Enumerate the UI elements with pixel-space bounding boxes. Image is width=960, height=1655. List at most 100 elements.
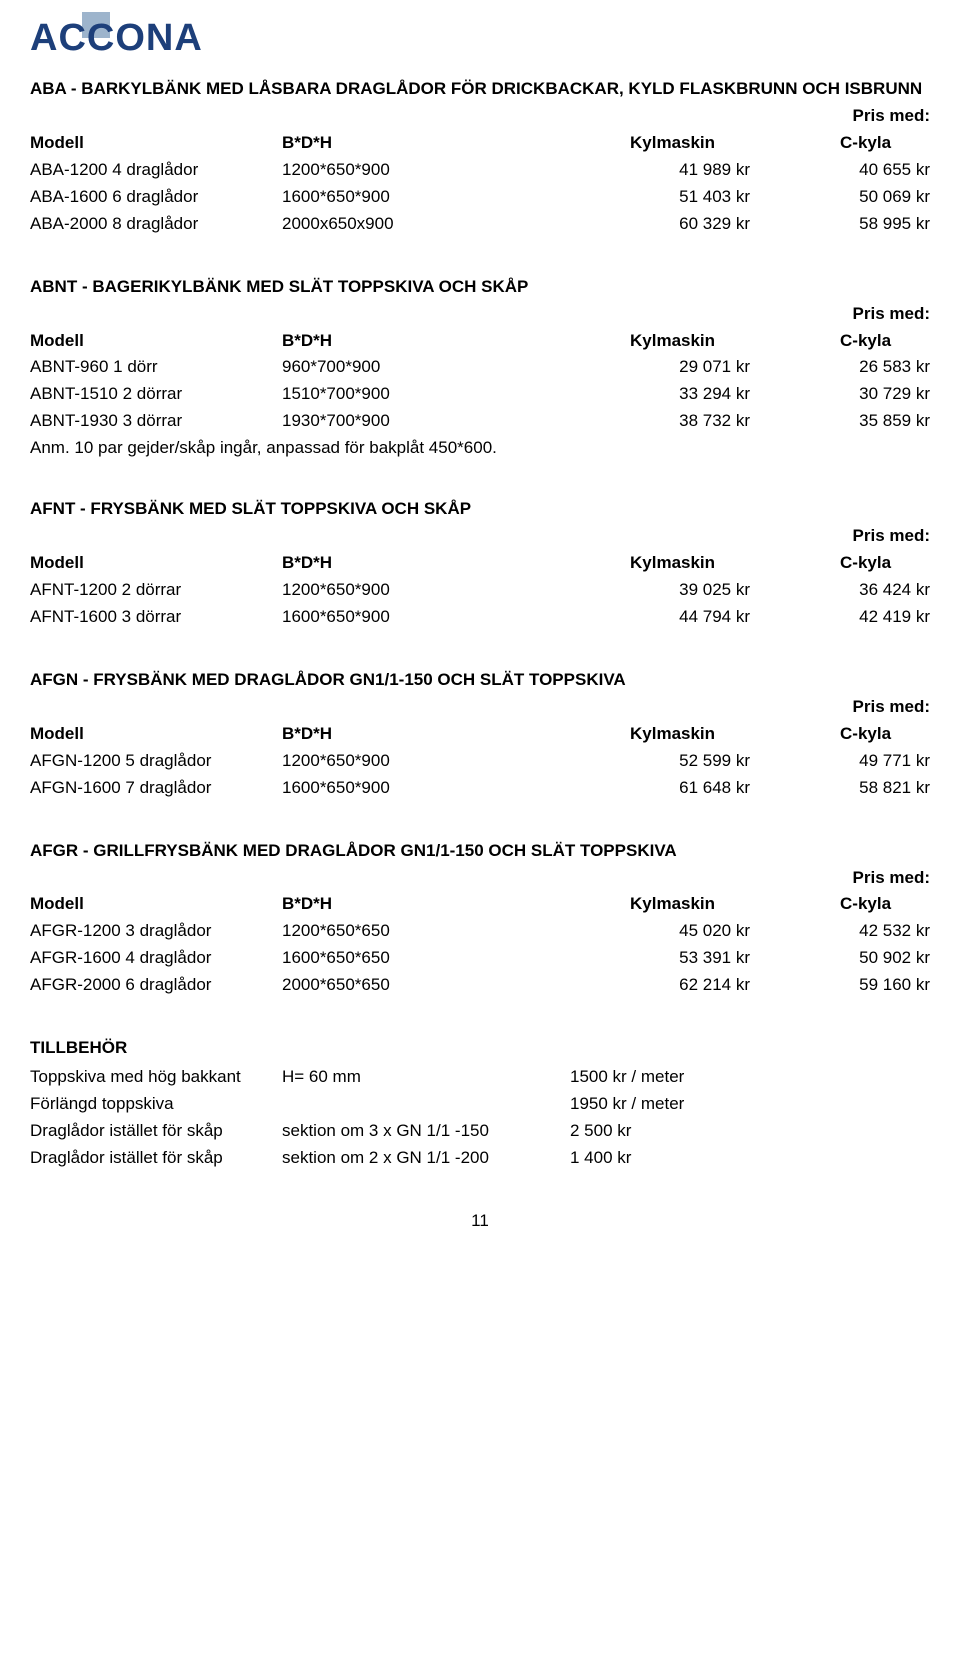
table-cell: 1600*650*900 — [282, 604, 570, 631]
table-cell: Draglådor istället för skåp — [30, 1145, 282, 1172]
price-label: Pris med: — [30, 303, 930, 326]
table-cell: AFGR-1600 4 draglådor — [30, 945, 282, 972]
price-label: Pris med: — [30, 867, 930, 890]
table-cell: 26 583 kr — [750, 354, 930, 381]
product-section: ABNT - BAGERIKYLBÄNK MED SLÄT TOPPSKIVA … — [30, 276, 930, 461]
product-table: ModellB*D*HKylmaskinC-kylaABNT-960 1 dör… — [30, 328, 930, 436]
table-cell: 2000*650*650 — [282, 972, 570, 999]
table-cell: 35 859 kr — [750, 408, 930, 435]
table-cell: ABNT-960 1 dörr — [30, 354, 282, 381]
table-cell: 1600*650*900 — [282, 184, 570, 211]
table-row: ABA-2000 8 draglådor2000x650x90060 329 k… — [30, 211, 930, 238]
table-cell: 33 294 kr — [570, 381, 750, 408]
column-header: Modell — [30, 130, 282, 157]
price-label: Pris med: — [30, 696, 930, 719]
product-section: AFGN - FRYSBÄNK MED DRAGLÅDOR GN1/1-150 … — [30, 669, 930, 802]
section-title: ABA - BARKYLBÄNK MED LÅSBARA DRAGLÅDOR F… — [30, 78, 930, 101]
table-cell: AFGR-2000 6 draglådor — [30, 972, 282, 999]
table-cell: 36 424 kr — [750, 577, 930, 604]
column-header: C-kyla — [750, 328, 930, 355]
product-section: AFNT - FRYSBÄNK MED SLÄT TOPPSKIVA OCH S… — [30, 498, 930, 631]
column-header: B*D*H — [282, 328, 570, 355]
table-cell — [282, 1091, 570, 1118]
table-cell: 1930*700*900 — [282, 408, 570, 435]
table-row: Toppskiva med hög bakkantH= 60 mm1500 kr… — [30, 1064, 930, 1091]
table-cell: 1200*650*900 — [282, 577, 570, 604]
product-table: ModellB*D*HKylmaskinC-kylaAFGN-1200 5 dr… — [30, 721, 930, 802]
table-cell: 50 902 kr — [750, 945, 930, 972]
table-cell: 42 419 kr — [750, 604, 930, 631]
table-cell: AFGN-1200 5 draglådor — [30, 748, 282, 775]
table-cell: 51 403 kr — [570, 184, 750, 211]
table-row: AFGR-1600 4 draglådor1600*650*65053 391 … — [30, 945, 930, 972]
tillbehor-title: TILLBEHÖR — [30, 1037, 930, 1060]
column-header: B*D*H — [282, 550, 570, 577]
table-cell: 38 732 kr — [570, 408, 750, 435]
column-header: Modell — [30, 550, 282, 577]
table-cell: 1 400 kr — [570, 1145, 930, 1172]
section-note: Anm. 10 par gejder/skåp ingår, anpassad … — [30, 437, 930, 460]
table-cell: 59 160 kr — [750, 972, 930, 999]
table-cell: ABNT-1930 3 dörrar — [30, 408, 282, 435]
table-cell: 1600*650*900 — [282, 775, 570, 802]
table-cell: 41 989 kr — [570, 157, 750, 184]
tillbehor-section: TILLBEHÖR Toppskiva med hög bakkantH= 60… — [30, 1037, 930, 1172]
table-row: ABA-1200 4 draglådor1200*650*90041 989 k… — [30, 157, 930, 184]
page-number: 11 — [30, 1210, 930, 1233]
table-row: Draglådor istället för skåpsektion om 2 … — [30, 1145, 930, 1172]
column-header: B*D*H — [282, 721, 570, 748]
table-cell: ABA-1200 4 draglådor — [30, 157, 282, 184]
table-cell: Draglådor istället för skåp — [30, 1118, 282, 1145]
table-row: AFNT-1600 3 dörrar1600*650*90044 794 kr4… — [30, 604, 930, 631]
section-title: ABNT - BAGERIKYLBÄNK MED SLÄT TOPPSKIVA … — [30, 276, 930, 299]
product-table: ModellB*D*HKylmaskinC-kylaAFNT-1200 2 dö… — [30, 550, 930, 631]
price-label: Pris med: — [30, 105, 930, 128]
table-cell: 1510*700*900 — [282, 381, 570, 408]
table-cell: 50 069 kr — [750, 184, 930, 211]
table-cell: AFGN-1600 7 draglådor — [30, 775, 282, 802]
table-row: AFGR-1200 3 draglådor1200*650*65045 020 … — [30, 918, 930, 945]
column-header: Kylmaskin — [570, 721, 750, 748]
table-cell: 62 214 kr — [570, 972, 750, 999]
table-cell: 1200*650*650 — [282, 918, 570, 945]
table-cell: 2000x650x900 — [282, 211, 570, 238]
table-cell: ABA-2000 8 draglådor — [30, 211, 282, 238]
table-cell: 58 821 kr — [750, 775, 930, 802]
table-cell: AFNT-1600 3 dörrar — [30, 604, 282, 631]
column-header: B*D*H — [282, 130, 570, 157]
table-cell: 53 391 kr — [570, 945, 750, 972]
table-cell: 42 532 kr — [750, 918, 930, 945]
table-cell: 45 020 kr — [570, 918, 750, 945]
tillbehor-table: Toppskiva med hög bakkantH= 60 mm1500 kr… — [30, 1064, 930, 1172]
table-row: ABA-1600 6 draglådor1600*650*90051 403 k… — [30, 184, 930, 211]
table-cell: 1950 kr / meter — [570, 1091, 930, 1118]
column-header: B*D*H — [282, 891, 570, 918]
table-cell: 1600*650*650 — [282, 945, 570, 972]
table-cell: sektion om 3 x GN 1/1 -150 — [282, 1118, 570, 1145]
column-header: C-kyla — [750, 550, 930, 577]
product-section: ABA - BARKYLBÄNK MED LÅSBARA DRAGLÅDOR F… — [30, 78, 930, 238]
table-cell: 960*700*900 — [282, 354, 570, 381]
product-section: AFGR - GRILLFRYSBÄNK MED DRAGLÅDOR GN1/1… — [30, 840, 930, 1000]
table-cell: 49 771 kr — [750, 748, 930, 775]
column-header: Modell — [30, 721, 282, 748]
table-cell: ABA-1600 6 draglådor — [30, 184, 282, 211]
table-cell: 52 599 kr — [570, 748, 750, 775]
table-row: Förlängd toppskiva1950 kr / meter — [30, 1091, 930, 1118]
table-cell: 30 729 kr — [750, 381, 930, 408]
table-cell: 61 648 kr — [570, 775, 750, 802]
section-title: AFGR - GRILLFRYSBÄNK MED DRAGLÅDOR GN1/1… — [30, 840, 930, 863]
table-cell: ABNT-1510 2 dörrar — [30, 381, 282, 408]
table-cell: 1200*650*900 — [282, 748, 570, 775]
table-cell: H= 60 mm — [282, 1064, 570, 1091]
table-cell: 58 995 kr — [750, 211, 930, 238]
table-row: ABNT-1510 2 dörrar1510*700*90033 294 kr3… — [30, 381, 930, 408]
section-title: AFNT - FRYSBÄNK MED SLÄT TOPPSKIVA OCH S… — [30, 498, 930, 521]
table-cell: 39 025 kr — [570, 577, 750, 604]
column-header: Kylmaskin — [570, 328, 750, 355]
table-row: AFNT-1200 2 dörrar1200*650*90039 025 kr3… — [30, 577, 930, 604]
table-row: Draglådor istället för skåpsektion om 3 … — [30, 1118, 930, 1145]
column-header: C-kyla — [750, 891, 930, 918]
table-cell: 44 794 kr — [570, 604, 750, 631]
table-cell: 29 071 kr — [570, 354, 750, 381]
